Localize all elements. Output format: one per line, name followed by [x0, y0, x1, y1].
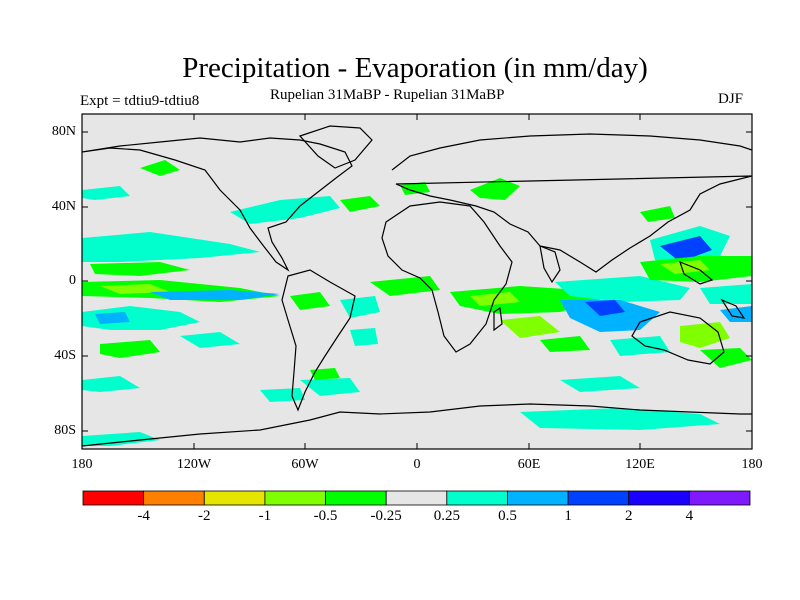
lon-label-120w: 120W	[176, 457, 212, 472]
colorbar-swatch	[446, 490, 508, 506]
colorbar-tick-label: -1	[258, 508, 272, 524]
lat-label-40s: 40S	[54, 348, 76, 363]
anomaly-patch	[540, 336, 590, 352]
coastlines	[82, 125, 752, 447]
lon-label-180e: 180	[741, 457, 763, 472]
colorbar-swatch	[203, 490, 266, 506]
anomaly-patch	[560, 376, 640, 392]
anomaly-patch	[610, 336, 670, 356]
anomaly-patch	[82, 432, 160, 446]
colorbar-tick-label: -4	[137, 508, 150, 524]
anomaly-patch	[340, 196, 380, 212]
colorbar-tick-label: -0.5	[313, 508, 338, 524]
lat-label-80n: 80N	[51, 124, 76, 139]
colorbar-tick-label: 4	[685, 508, 694, 524]
anomaly-patch	[140, 160, 180, 176]
anomaly-patch	[100, 284, 170, 294]
anomaly-patch	[660, 236, 712, 262]
colorbar-tick-label: 0.25	[433, 508, 460, 524]
anomaly-patch	[310, 368, 340, 380]
anomaly-patch	[150, 290, 280, 300]
anomaly-patch	[640, 206, 675, 222]
colorbar-tick-label: 1	[564, 508, 572, 524]
anomaly-patch	[350, 328, 378, 346]
anomaly-patch	[95, 312, 130, 324]
anomaly-patch	[660, 260, 710, 274]
anomaly-patch	[560, 300, 660, 332]
colorbar-swatch	[264, 490, 326, 506]
colorbar-tick-label: 0.5	[498, 508, 517, 524]
colorbar-swatch	[688, 490, 751, 506]
experiment-label: Expt = tdtiu9-tdtiu8	[80, 93, 200, 109]
anomaly-patch	[82, 376, 140, 392]
lon-label-60e: 60E	[517, 457, 541, 472]
lon-label-60w: 60W	[291, 457, 319, 472]
lat-label-40n: 40N	[51, 199, 76, 214]
axis-ticks	[82, 114, 752, 449]
anomaly-patch	[82, 186, 130, 200]
anomaly-patch	[82, 306, 200, 330]
anomaly-patch	[520, 408, 720, 430]
anomaly-patch	[180, 332, 240, 348]
season-label: DJF	[718, 91, 744, 107]
anomaly-patch	[340, 296, 380, 318]
colorbar-swatch	[143, 490, 205, 506]
anomaly-patch	[300, 378, 360, 396]
lon-label-180w: 180	[71, 457, 93, 472]
anomaly-patch	[585, 300, 625, 316]
anomaly-patch	[230, 196, 340, 224]
anomaly-patch	[470, 178, 520, 200]
colorbar-swatch	[325, 490, 387, 506]
colorbar-swatch	[507, 490, 569, 506]
anomaly-patch	[260, 388, 305, 402]
map-subtitle: Rupelian 31MaBP - Rupelian 31MaBP	[270, 87, 505, 103]
lat-label-80s: 80S	[54, 423, 76, 438]
colorbar-swatch	[567, 490, 630, 506]
anomaly-patch	[680, 322, 730, 348]
anomaly-patch	[700, 284, 752, 304]
map-title: Precipitation - Evaporation (in mm/day)	[182, 52, 648, 84]
lon-label-120e: 120E	[625, 457, 655, 472]
colorbar-swatch	[385, 490, 448, 506]
anomaly-patch	[100, 340, 160, 358]
anomaly-patch	[500, 316, 560, 338]
lon-label-0: 0	[413, 457, 421, 472]
precip-field	[82, 160, 752, 446]
anomaly-patch	[450, 286, 600, 314]
colorbar-tick-label: -0.25	[370, 508, 402, 524]
colorbar-tick-label: -2	[198, 508, 211, 524]
anomaly-patch	[555, 276, 690, 302]
colorbar-swatch	[82, 490, 145, 506]
anomaly-patch	[82, 232, 260, 262]
colorbar-swatch	[628, 490, 690, 506]
colorbar	[82, 490, 751, 506]
anomaly-patch	[400, 182, 430, 195]
lat-label-0: 0	[69, 273, 76, 288]
anomaly-patch	[290, 292, 330, 310]
anomaly-patch	[700, 348, 752, 368]
anomaly-patch	[90, 262, 190, 276]
colorbar-tick-label: 2	[624, 508, 633, 524]
